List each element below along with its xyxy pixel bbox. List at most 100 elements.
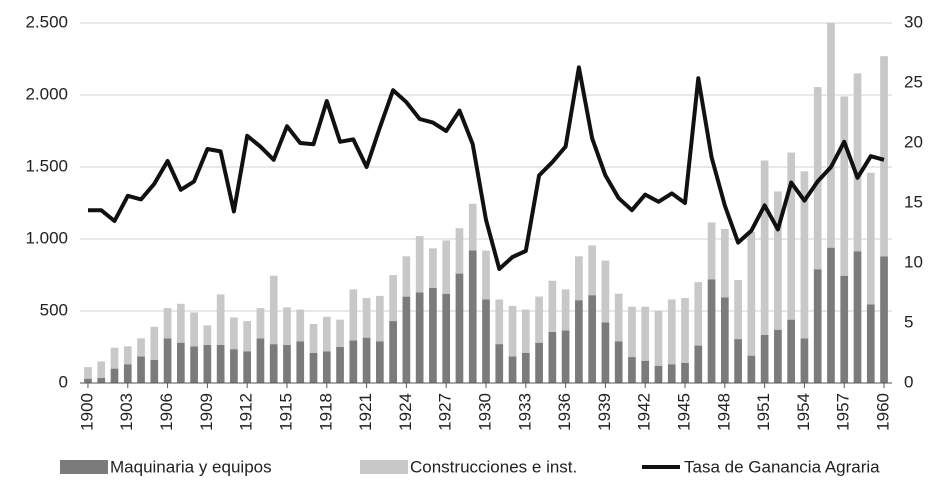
bar bbox=[575, 256, 583, 301]
bar bbox=[203, 344, 212, 383]
bar bbox=[468, 250, 477, 383]
bar bbox=[455, 228, 464, 274]
bar bbox=[853, 251, 862, 383]
bar bbox=[269, 344, 278, 383]
bar bbox=[482, 250, 490, 300]
bar bbox=[548, 280, 557, 332]
bar bbox=[97, 361, 106, 378]
y2-tick-label: 0 bbox=[904, 372, 913, 391]
x-tick-label: 1957 bbox=[834, 393, 853, 431]
bar bbox=[707, 279, 716, 383]
bar bbox=[641, 306, 650, 361]
bar bbox=[203, 325, 212, 345]
bar bbox=[402, 256, 411, 297]
bar bbox=[774, 329, 782, 383]
bar bbox=[97, 377, 106, 383]
bar bbox=[150, 359, 159, 383]
bar bbox=[402, 296, 411, 383]
bar bbox=[800, 171, 809, 339]
y2-tick-label: 10 bbox=[904, 252, 923, 271]
bar bbox=[243, 321, 252, 352]
bar bbox=[429, 248, 437, 288]
bar bbox=[322, 351, 331, 383]
bar bbox=[84, 378, 92, 383]
x-tick-label: 1900 bbox=[77, 393, 96, 431]
bar bbox=[336, 319, 344, 347]
bar bbox=[508, 356, 517, 383]
bar bbox=[123, 364, 132, 383]
bar bbox=[376, 295, 384, 342]
legend-label: Construcciones e inst. bbox=[410, 457, 577, 476]
bar bbox=[176, 342, 185, 383]
y-tick-label: 1.500 bbox=[25, 156, 68, 175]
bar bbox=[429, 287, 437, 383]
bar bbox=[176, 303, 185, 343]
x-tick-label: 1933 bbox=[515, 393, 534, 431]
bar bbox=[641, 360, 650, 383]
bar bbox=[548, 331, 557, 383]
bar bbox=[774, 191, 782, 330]
bar bbox=[123, 346, 132, 365]
bar bbox=[654, 311, 663, 366]
bar bbox=[787, 319, 796, 383]
bar bbox=[654, 365, 663, 383]
bar bbox=[521, 309, 530, 353]
bar bbox=[667, 299, 676, 365]
bar bbox=[628, 357, 636, 383]
bar bbox=[694, 282, 703, 346]
bar bbox=[747, 355, 756, 383]
legend-swatch bbox=[60, 460, 108, 474]
bar bbox=[349, 289, 358, 341]
x-tick-label: 1909 bbox=[197, 393, 216, 431]
bar bbox=[827, 23, 835, 248]
bar bbox=[800, 338, 809, 383]
bar bbox=[468, 203, 477, 251]
bar bbox=[163, 338, 172, 383]
bar bbox=[442, 293, 451, 383]
bar bbox=[667, 364, 676, 383]
bar bbox=[256, 338, 265, 383]
bar bbox=[853, 73, 862, 252]
bar bbox=[866, 172, 875, 305]
x-tick-label: 1912 bbox=[237, 393, 256, 431]
x-tick-label: 1903 bbox=[117, 393, 136, 431]
bar bbox=[309, 323, 318, 353]
bar bbox=[880, 56, 888, 257]
bar bbox=[230, 317, 238, 350]
bar bbox=[575, 300, 583, 383]
bar bbox=[137, 356, 145, 383]
y-tick-label: 500 bbox=[40, 300, 68, 319]
bar bbox=[362, 298, 371, 338]
bar bbox=[243, 351, 252, 383]
y2-tick-label: 5 bbox=[904, 312, 913, 331]
bar bbox=[495, 299, 504, 345]
bar bbox=[190, 312, 198, 347]
bar bbox=[747, 231, 756, 356]
y2-tick-label: 30 bbox=[904, 12, 923, 31]
bar bbox=[296, 341, 305, 383]
bar bbox=[362, 337, 371, 383]
bar bbox=[415, 292, 424, 383]
bar bbox=[760, 334, 769, 383]
y2-tick-label: 25 bbox=[904, 72, 923, 91]
bar bbox=[495, 344, 504, 383]
x-tick-label: 1960 bbox=[874, 393, 893, 431]
bar bbox=[614, 341, 623, 383]
y-tick-label: 2.000 bbox=[25, 84, 68, 103]
bar bbox=[482, 299, 490, 383]
bar bbox=[734, 280, 742, 340]
x-tick-label: 1924 bbox=[396, 393, 415, 431]
bar bbox=[296, 309, 305, 342]
bar bbox=[840, 275, 849, 383]
bar bbox=[707, 222, 716, 280]
bar bbox=[455, 273, 464, 383]
bar bbox=[827, 247, 835, 383]
bar bbox=[230, 349, 238, 383]
y-tick-label: 1.000 bbox=[25, 228, 68, 247]
bar bbox=[588, 295, 596, 383]
x-tick-label: 1948 bbox=[714, 393, 733, 431]
bar bbox=[535, 342, 543, 383]
bar bbox=[535, 296, 543, 343]
bar bbox=[283, 307, 291, 345]
